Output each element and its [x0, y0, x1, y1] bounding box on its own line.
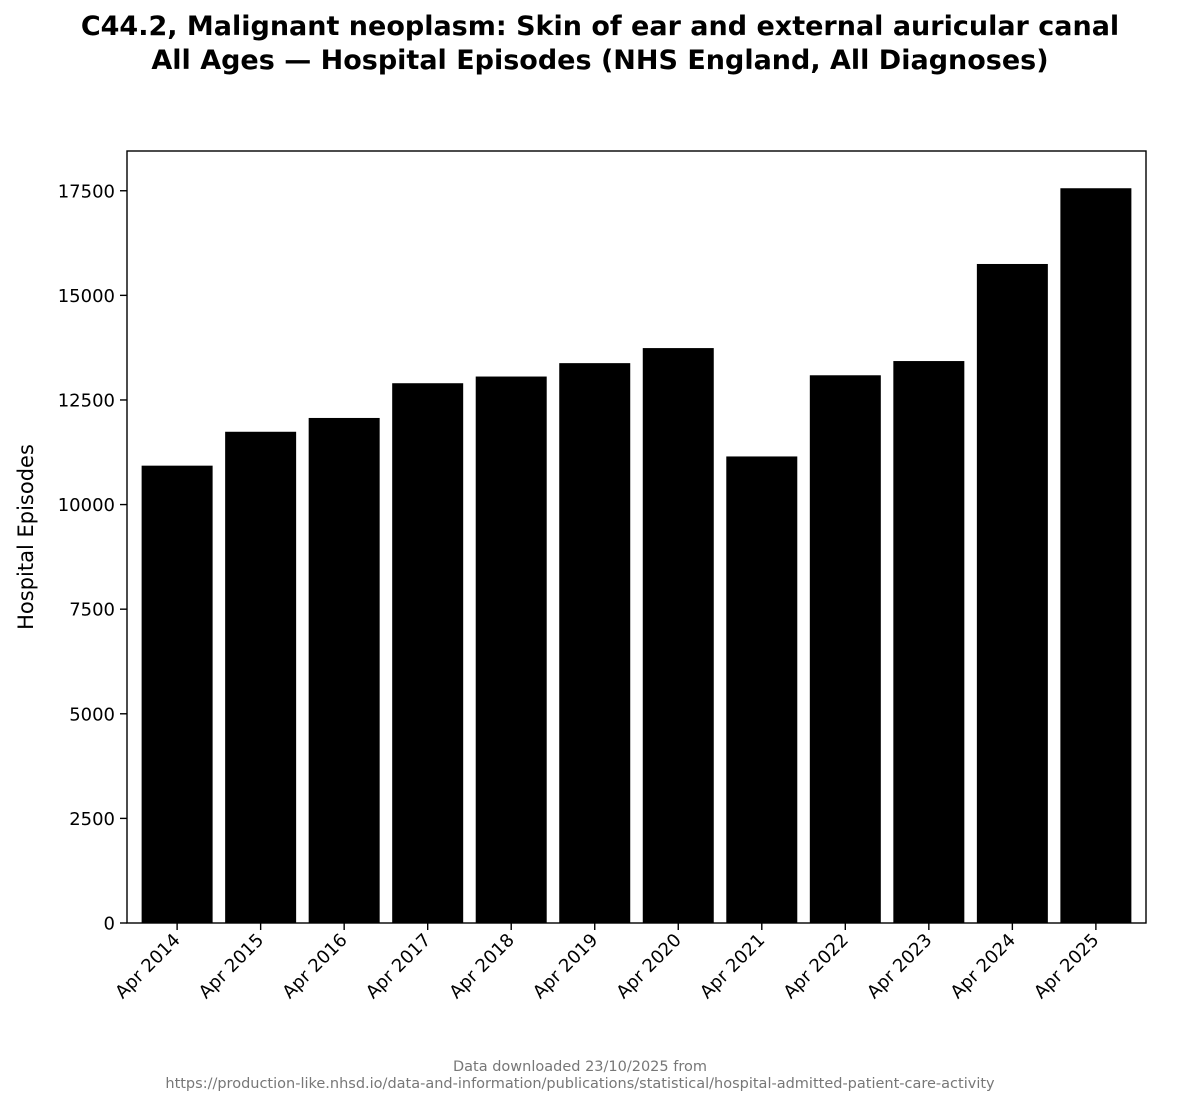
chart-title: C44.2, Malignant neoplasm: Skin of ear a… — [0, 10, 1200, 78]
bar-apr-2017 — [392, 383, 464, 923]
bar-apr-2023 — [893, 361, 965, 924]
y-axis: 0 2500 5000 7500 10000 12500 15000 17500 — [58, 181, 127, 935]
bar-apr-2021 — [726, 456, 798, 923]
x-tick-label: Apr 2023 — [863, 930, 936, 1003]
y-tick-label: 12500 — [58, 390, 115, 411]
x-tick-label: Apr 2020 — [612, 930, 685, 1003]
x-tick-label: Apr 2022 — [780, 930, 853, 1003]
plot-frame — [126, 150, 1147, 924]
source-note-url: https://production-like.nhsd.io/data-and… — [165, 1076, 995, 1092]
bar-apr-2019 — [559, 363, 631, 924]
bar-apr-2022 — [809, 375, 881, 924]
x-axis: Apr 2014 Apr 2015 Apr 2016 Apr 2017 Apr 2018… — [111, 923, 1103, 1003]
y-tick-label: 5000 — [69, 704, 115, 725]
bars-group — [141, 188, 1132, 924]
bar-apr-2018 — [475, 376, 547, 923]
x-tick-label: Apr 2014 — [111, 930, 184, 1003]
bar-apr-2024 — [976, 263, 1048, 924]
x-tick-label: Apr 2025 — [1030, 930, 1103, 1003]
x-tick-label: Apr 2019 — [529, 930, 602, 1003]
bar-apr-2015 — [225, 431, 297, 923]
y-tick-label: 7500 — [69, 600, 115, 621]
bar-apr-2020 — [642, 348, 714, 923]
y-tick-label: 15000 — [58, 286, 115, 307]
y-tick-label: 10000 — [58, 495, 115, 516]
chart-title-line-2: All Ages — Hospital Episodes (NHS Englan… — [151, 45, 1049, 76]
x-tick-label: Apr 2021 — [696, 930, 769, 1003]
x-tick-label: Apr 2016 — [278, 930, 351, 1003]
y-axis-label: Hospital Episodes — [14, 444, 38, 630]
bar-apr-2025 — [1060, 188, 1132, 923]
x-tick-label: Apr 2017 — [362, 930, 435, 1003]
x-tick-label: Apr 2024 — [947, 930, 1020, 1003]
x-tick-label: Apr 2018 — [445, 930, 518, 1003]
source-note-line-1: Data downloaded 23/10/2025 from — [452, 1059, 707, 1075]
y-tick-label: 0 — [104, 914, 115, 935]
y-tick-label: 2500 — [69, 809, 115, 830]
bar-apr-2016 — [308, 417, 380, 923]
x-tick-label: Apr 2015 — [195, 930, 268, 1003]
chart-title-line-1: C44.2, Malignant neoplasm: Skin of ear a… — [80, 11, 1120, 42]
source-note: Data downloaded 23/10/2025 from https://… — [0, 1059, 1160, 1093]
bar-apr-2014 — [141, 465, 213, 923]
y-tick-label: 17500 — [58, 181, 115, 202]
